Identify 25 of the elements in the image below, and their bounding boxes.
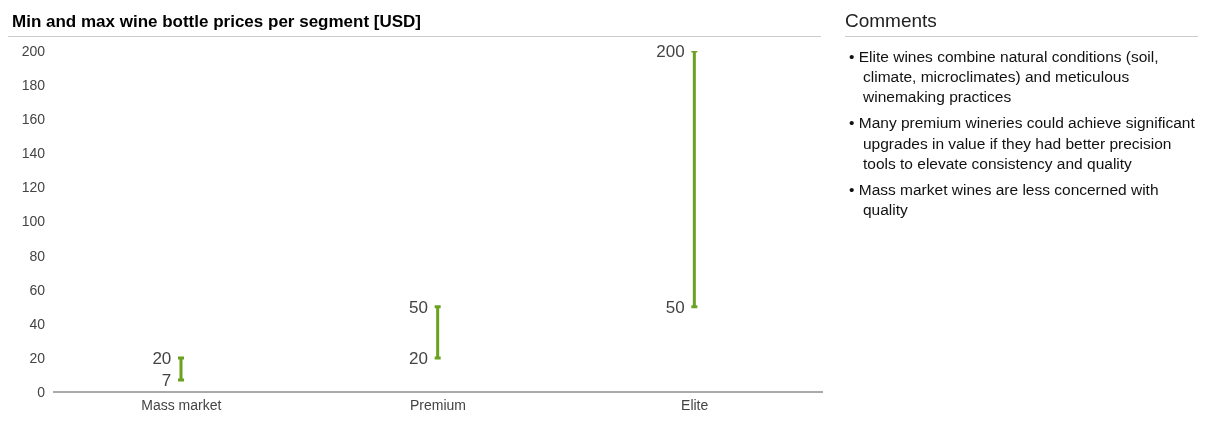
x-tick-label: Mass market [141, 396, 222, 413]
y-tick-label: 20 [29, 349, 46, 366]
y-tick-label: 0 [37, 383, 46, 400]
text: • Many premium wineries could achieve significant upgrades in value if they had better precision tools to elevate consistency and quality [848, 113, 1196, 174]
y-tick-label: 60 [29, 281, 46, 298]
y-tick-label: 160 [21, 111, 46, 128]
y-tick-label: 140 [21, 145, 46, 162]
y-tick-label: 80 [29, 247, 46, 264]
annotation: 200 [656, 42, 685, 62]
y-tick-label: 100 [21, 213, 46, 230]
y-tick-label: 200 [21, 42, 46, 59]
text: • Mass market wines are less concerned with quality [848, 179, 1160, 220]
y-tick-label: 40 [29, 315, 46, 332]
annotation: 7 [161, 371, 172, 391]
chart-title: Min and max wine bottle prices per segment [USD] [8, 8, 821, 37]
y-tick-label: 180 [21, 77, 46, 94]
annotation: 50 [409, 297, 428, 317]
x-tick-label: Premium [409, 396, 467, 413]
annotation: 20 [152, 348, 172, 368]
text: Comments [845, 8, 1198, 37]
y-tick-label: 120 [21, 179, 46, 196]
annotation: 20 [409, 348, 428, 368]
annotation: 50 [665, 297, 685, 317]
text: • Elite wines combine natural conditions (soil, climate, microclimates) and meticulous winemaking practices [848, 47, 1160, 108]
x-tick-label: Elite [681, 396, 709, 413]
